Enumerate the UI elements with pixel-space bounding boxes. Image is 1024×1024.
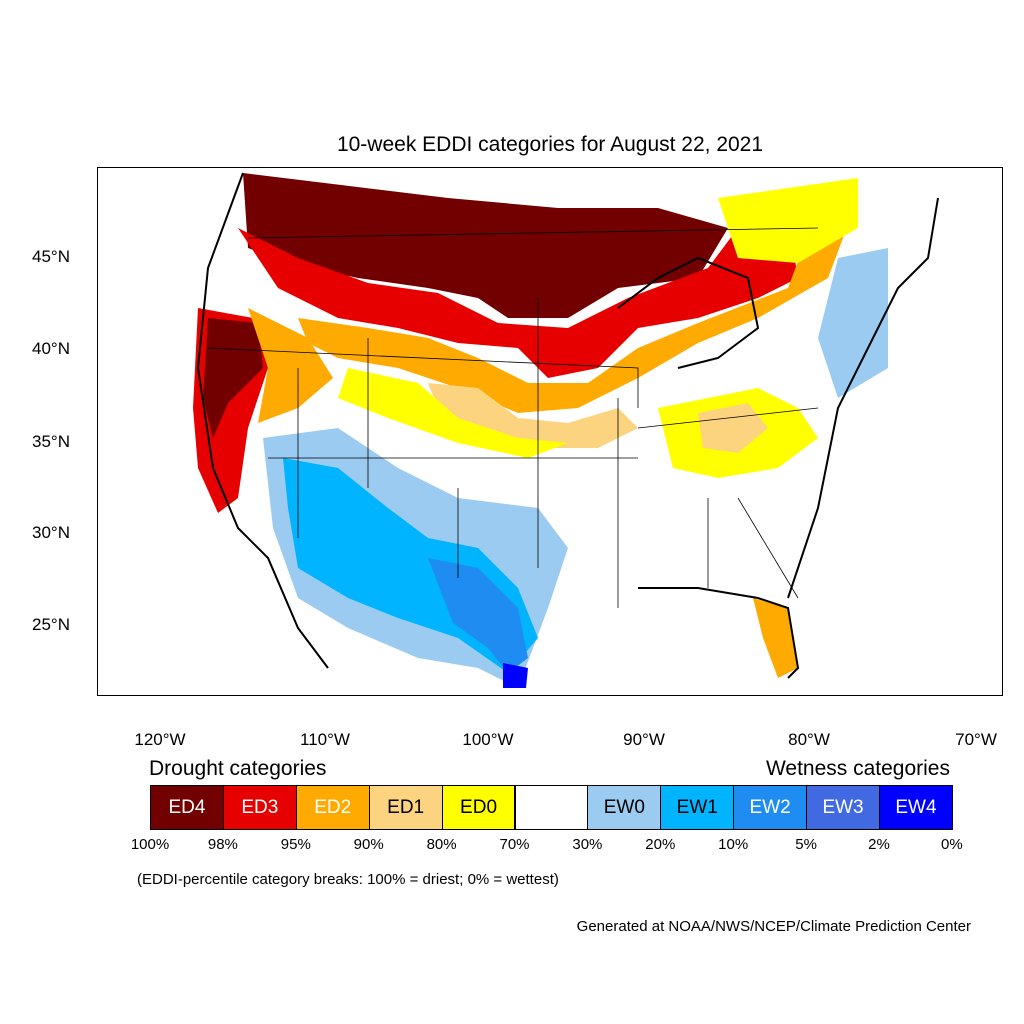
eddi-map (193, 172, 939, 688)
credit-text: Generated at NOAA/NWS/NCEP/Climate Predi… (576, 918, 971, 935)
map-frame (97, 167, 1003, 696)
percentile-label: 0% (941, 836, 963, 853)
legend-box-ed2: ED2 (295, 785, 370, 830)
ed0-region (338, 368, 568, 458)
legend-note: (EDDI-percentile category breaks: 100% =… (137, 871, 559, 888)
ew2-region-texas (428, 558, 528, 673)
lon-label-120: 120°W (134, 730, 186, 749)
lat-label-25: 25°N (32, 615, 70, 634)
percentile-label: 10% (718, 836, 749, 853)
percentile-label: 2% (868, 836, 890, 853)
lon-label-80: 80°W (788, 730, 830, 749)
ed1-region (428, 383, 638, 448)
percentile-label: 20% (645, 836, 676, 853)
ew0-region-northeast (818, 248, 888, 398)
ed4-region-north (243, 173, 728, 318)
percentile-label: 5% (795, 836, 817, 853)
wetness-areas (263, 248, 888, 688)
ed2-region-florida (753, 598, 798, 678)
ew4-region-coast (503, 663, 528, 688)
lon-label-90: 90°W (623, 730, 665, 749)
lat-label-30: 30°N (32, 523, 70, 542)
legend-box-ew1: EW1 (660, 785, 735, 830)
percentile-label: 100% (130, 836, 170, 853)
legend-box-ed4: ED4 (150, 785, 224, 830)
legend-box-ed3: ED3 (222, 785, 297, 830)
ed4-region-west (203, 318, 263, 438)
legend-box-normal (514, 785, 589, 830)
map-title: 10-week EDDI categories for August 22, 2… (336, 133, 764, 156)
percentile-label: 70% (499, 836, 530, 853)
drought-areas (193, 173, 858, 678)
percentile-label: 98% (207, 836, 238, 853)
lon-label-100: 100°W (462, 730, 514, 749)
ed0-region-northeast (718, 178, 858, 263)
ed2-region-west (248, 308, 333, 423)
legend-box-ed0: ED0 (441, 785, 516, 830)
state-boundaries (207, 227, 819, 608)
percentile-label: 95% (280, 836, 311, 853)
coastline (196, 172, 939, 679)
legend-box-ew3: EW3 (806, 785, 880, 830)
lat-label-45: 45°N (32, 247, 70, 266)
percentile-label: 90% (353, 836, 384, 853)
lat-label-35: 35°N (32, 432, 70, 451)
drought-heading: Drought categories (149, 757, 327, 780)
wetness-heading: Wetness categories (765, 757, 950, 780)
lat-label-40: 40°N (32, 339, 70, 358)
legend-box-ew4: EW4 (879, 785, 953, 830)
lon-label-110: 110°W (300, 730, 350, 749)
ed2-region (298, 198, 858, 413)
lon-label-70: 70°W (955, 730, 997, 749)
legend-box-ed1: ED1 (368, 785, 443, 830)
percentile-label: 30% (572, 836, 603, 853)
legend-box-ew2: EW2 (733, 785, 808, 830)
legend-box-ew0: EW0 (587, 785, 662, 830)
percentile-label: 80% (426, 836, 457, 853)
